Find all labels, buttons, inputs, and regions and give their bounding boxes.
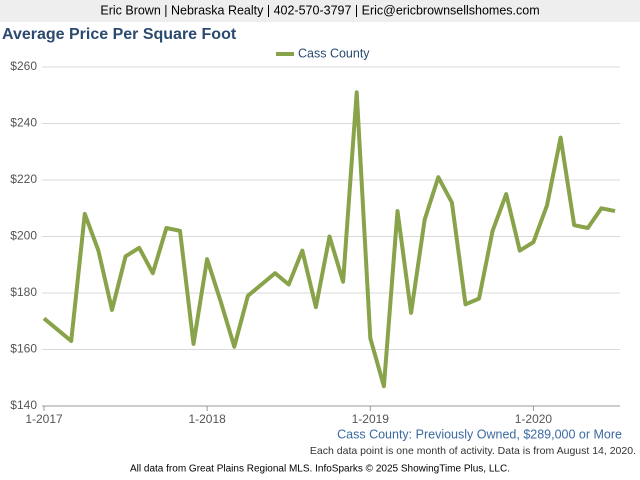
y-tick-label: $140 [10, 398, 37, 412]
x-tick-label: 1-2020 [515, 412, 553, 426]
note: Each data point is one month of activity… [310, 445, 636, 457]
chart-title: Average Price Per Square Foot [2, 26, 237, 43]
header-bar [0, 0, 640, 22]
x-tick-label: 1-2019 [352, 412, 390, 426]
data-line [42, 90, 616, 389]
y-tick-label: $260 [10, 59, 37, 73]
header: Eric Brown | Nebraska Realty | 402-570-3… [100, 3, 539, 17]
y-tick-label: $180 [10, 285, 37, 299]
x-tick-label: 1-2017 [25, 412, 63, 426]
y-tick-label: $220 [10, 172, 37, 186]
subtitle: Cass County: Previously Owned, $289,000 … [337, 427, 622, 441]
y-tick-label: $240 [10, 116, 37, 130]
y-tick-label: $200 [10, 229, 37, 243]
y-tick-label: $160 [10, 342, 37, 356]
footer: All data from Great Plains Regional MLS.… [130, 464, 510, 475]
x-tick-label: 1-2018 [188, 412, 226, 426]
legend-label: Cass County [298, 46, 370, 60]
